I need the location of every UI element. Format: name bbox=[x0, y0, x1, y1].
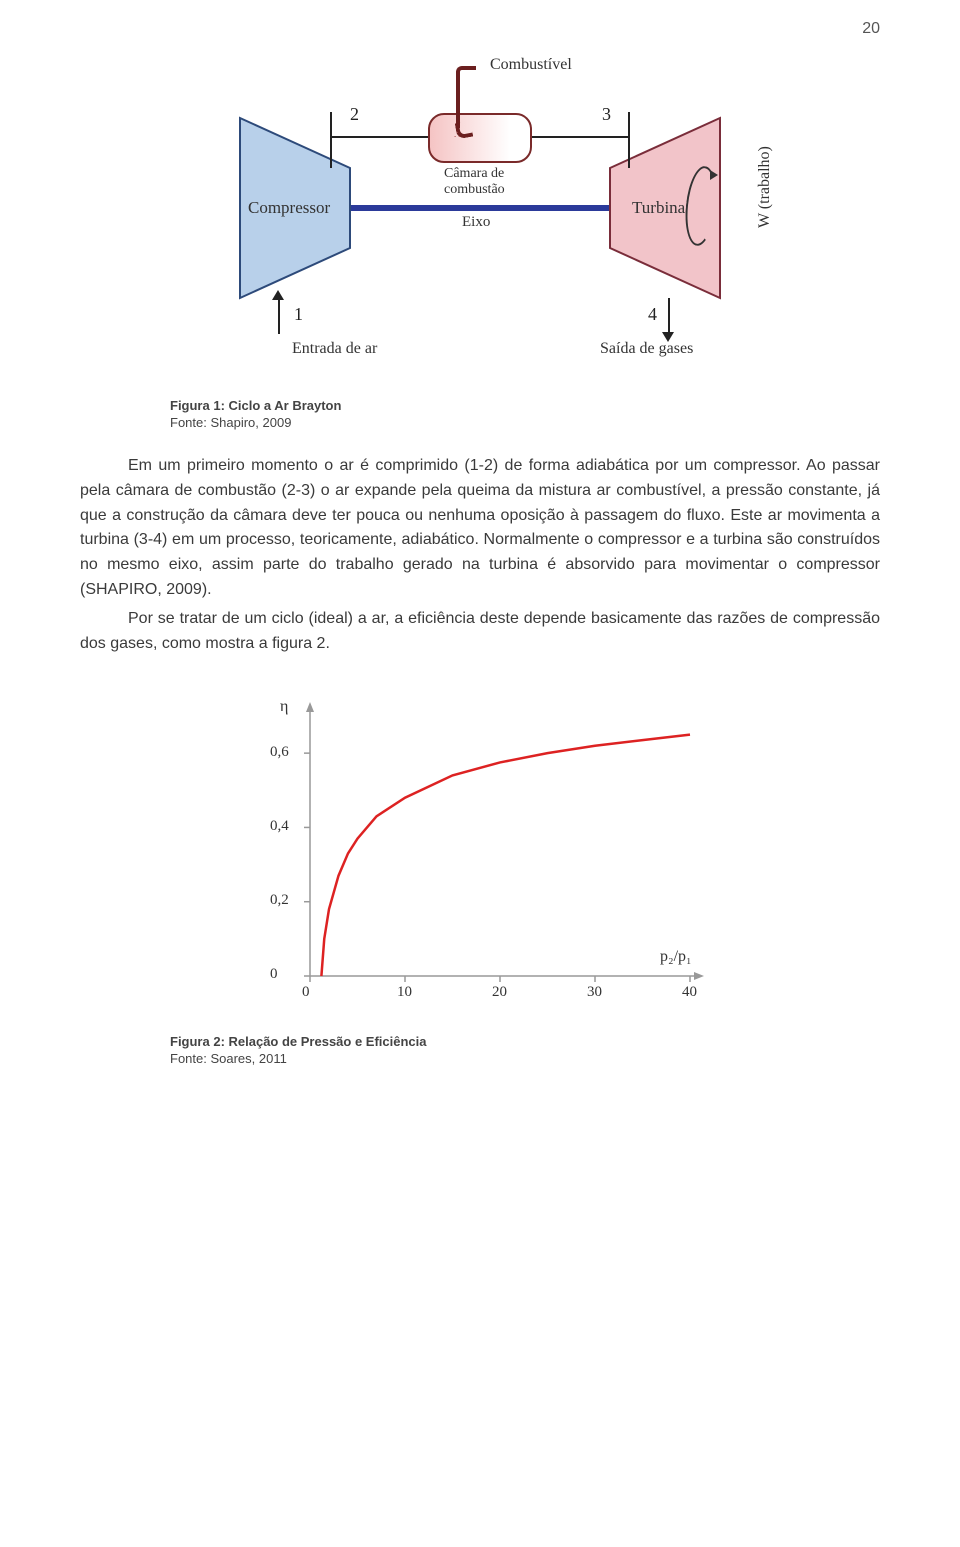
figure2-source: Fonte: Soares, 2011 bbox=[170, 1051, 880, 1066]
x-tick-label: 20 bbox=[492, 984, 507, 1001]
y-tick-label: 0,2 bbox=[270, 892, 289, 909]
page-number: 20 bbox=[80, 20, 880, 38]
label-compressor: Compressor bbox=[248, 198, 330, 218]
chart-svg bbox=[250, 696, 710, 1016]
figure1-caption: Figura 1: Ciclo a Ar Brayton bbox=[170, 398, 880, 413]
arrow-4-line bbox=[668, 298, 670, 334]
label-combustivel: Combustível bbox=[490, 56, 572, 74]
paragraph-1: Em um primeiro momento o ar é comprimido… bbox=[80, 454, 880, 603]
label-saida: Saída de gases bbox=[600, 340, 693, 358]
num-2: 2 bbox=[350, 104, 359, 125]
arrow-1-head bbox=[272, 290, 284, 300]
x-tick-label: 30 bbox=[587, 984, 602, 1001]
line-3h bbox=[532, 136, 628, 138]
y-tick-label: 0 bbox=[270, 966, 278, 983]
label-trabalho: W (trabalho) bbox=[756, 146, 774, 228]
y-axis-title: η bbox=[280, 698, 288, 716]
line-3 bbox=[628, 112, 630, 168]
label-entrada: Entrada de ar bbox=[292, 340, 377, 358]
x-tick-label: 40 bbox=[682, 984, 697, 1001]
efficiency-chart: 0 10 20 30 40 0 0,2 0,4 0,6 η p₂/p₁ bbox=[80, 696, 880, 1016]
num-4: 4 bbox=[648, 304, 657, 325]
label-turbina: Turbina bbox=[632, 198, 685, 218]
y-tick-label: 0,4 bbox=[270, 818, 289, 835]
line-2h bbox=[330, 136, 428, 138]
brayton-diagram: ∴ Combustível Câmara de combustão Compre… bbox=[80, 48, 880, 368]
y-tick-label: 0,6 bbox=[270, 744, 289, 761]
arrow-1-line bbox=[278, 298, 280, 334]
body-text: Em um primeiro momento o ar é comprimido… bbox=[80, 454, 880, 656]
label-camara: Câmara de bbox=[444, 166, 504, 182]
num-1: 1 bbox=[294, 304, 303, 325]
x-axis-title: p₂/p₁ bbox=[660, 948, 692, 966]
x-tick-label: 10 bbox=[397, 984, 412, 1001]
x-tick-label: 0 bbox=[302, 984, 310, 1001]
line-2 bbox=[330, 112, 332, 168]
figure1-source: Fonte: Shapiro, 2009 bbox=[170, 415, 880, 430]
combustion-chamber bbox=[428, 113, 532, 163]
paragraph-2: Por se tratar de um ciclo (ideal) a ar, … bbox=[80, 607, 880, 657]
work-arrow-icon bbox=[710, 170, 718, 180]
num-3: 3 bbox=[602, 104, 611, 125]
fuel-pipe bbox=[456, 66, 476, 128]
label-camara2: combustão bbox=[444, 182, 505, 198]
figure2-caption: Figura 2: Relação de Pressão e Eficiênci… bbox=[170, 1034, 880, 1049]
spray-icon: ∴ bbox=[454, 130, 461, 141]
label-eixo: Eixo bbox=[462, 214, 490, 231]
